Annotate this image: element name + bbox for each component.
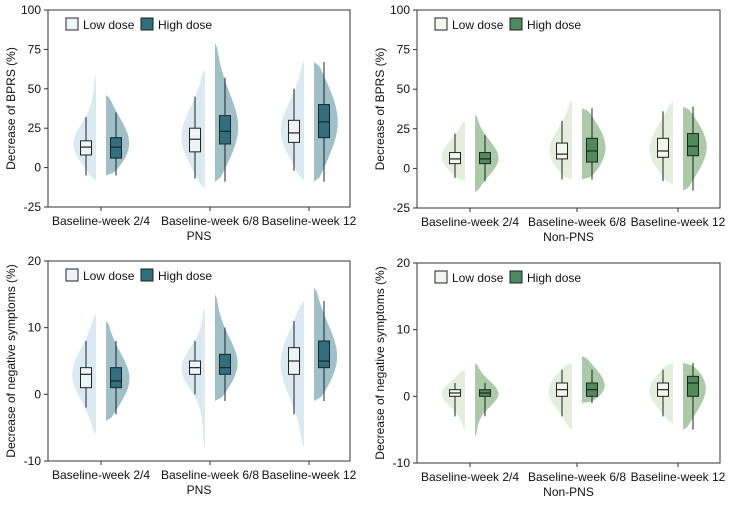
legend-swatch-high <box>140 17 154 31</box>
y-tick-label: 10 <box>28 321 42 335</box>
x-axis-title: PNS <box>187 229 212 243</box>
legend-swatch-low <box>434 270 448 284</box>
legend-swatch-high <box>140 268 154 282</box>
chart-panel-tr: -25 0 25 50 75 100 Decrease of BPRS (%) Baselin… <box>373 3 726 244</box>
violin <box>73 76 96 181</box>
y-tick-label: 0 <box>34 387 41 401</box>
x-category-label: Baseline-week 6/8 <box>528 215 626 229</box>
y-tick-label: 100 <box>21 3 41 17</box>
violin <box>441 120 465 182</box>
y-tick-label: 0 <box>403 161 410 175</box>
x-category-label: Baseline-week 6/8 <box>528 470 626 484</box>
y-tick-label: -10 <box>24 454 42 468</box>
y-axis-title: Decrease of negative symptoms (%) <box>4 264 18 457</box>
y-tick-label: 20 <box>397 256 411 270</box>
iqr-box <box>556 142 568 160</box>
iqr-box <box>189 127 201 153</box>
legend-label-low: Low dose <box>83 18 135 32</box>
y-tick-label: 75 <box>397 43 411 57</box>
chart-panel-bl: -10 0 10 20 Decrease of negative symptoms (%… <box>4 254 357 497</box>
iqr-box <box>687 375 699 397</box>
legend-label-high: High dose <box>158 18 212 32</box>
legend-swatch-high <box>509 270 523 284</box>
y-tick-label: 0 <box>403 389 410 403</box>
violin <box>441 369 465 430</box>
y-tick-label: 25 <box>28 121 42 135</box>
y-tick-label: 0 <box>34 161 41 175</box>
legend-swatch-high <box>509 17 523 31</box>
legend: Low dose High dose <box>434 270 581 285</box>
iqr-box <box>318 104 330 139</box>
iqr-box <box>479 152 491 165</box>
y-tick-label: 50 <box>28 82 42 96</box>
y-axis-title: Decrease of BPRS (%) <box>373 48 387 171</box>
x-category-label: Baseline-week 12 <box>631 470 726 484</box>
violin <box>215 294 238 401</box>
plot-frame <box>47 260 351 462</box>
violin <box>549 100 572 180</box>
y-tick-label: -25 <box>24 200 42 214</box>
y-axis-title: Decrease of BPRS (%) <box>4 47 18 170</box>
legend: Low dose High dose <box>65 17 212 32</box>
violin <box>215 43 239 182</box>
y-tick-label: 10 <box>397 323 411 337</box>
x-category-label: Baseline-week 2/4 <box>421 215 519 229</box>
y-tick-label: 25 <box>397 122 411 136</box>
x-category-label: Baseline-week 2/4 <box>421 470 519 484</box>
legend-swatch-low <box>65 268 79 282</box>
x-category-label: Baseline-week 2/4 <box>52 468 150 482</box>
iqr-box <box>110 367 122 389</box>
iqr-box <box>288 119 300 143</box>
x-category-label: Baseline-week 6/8 <box>161 214 259 228</box>
iqr-box <box>586 137 598 163</box>
y-tick-label: 100 <box>390 3 410 17</box>
iqr-box <box>80 367 92 389</box>
chart-panel-tl: -25 0 25 50 75 100 Decrease of BPRS (%) Baselin… <box>4 3 357 243</box>
legend-label-high: High dose <box>527 18 581 32</box>
iqr-box <box>110 137 122 159</box>
legend-label-high: High dose <box>527 271 581 285</box>
iqr-box <box>449 152 461 165</box>
y-tick-label: 50 <box>397 82 411 96</box>
chart-panel-br: -10 0 10 20 Decrease of negative symptoms (%… <box>373 256 726 499</box>
y-tick-label: 20 <box>28 254 42 268</box>
violin <box>106 95 130 176</box>
y-axis-title: Decrease of negative symptoms (%) <box>373 266 387 459</box>
legend-label-low: Low dose <box>83 269 135 283</box>
x-category-label: Baseline-week 2/4 <box>52 214 150 228</box>
legend-label-low: Low dose <box>452 271 504 285</box>
iqr-box <box>80 140 92 156</box>
y-tick-label: -10 <box>393 456 411 470</box>
iqr-box <box>318 340 330 369</box>
legend-swatch-low <box>65 17 79 31</box>
legend-label-high: High dose <box>158 269 212 283</box>
y-tick-label: -25 <box>393 201 411 215</box>
plot-frame <box>416 262 721 464</box>
violin <box>181 307 205 448</box>
iqr-box <box>657 137 669 158</box>
iqr-box <box>219 353 231 375</box>
iqr-box <box>219 115 231 145</box>
legend-swatch-low <box>434 17 448 31</box>
x-category-label: Baseline-week 12 <box>631 215 726 229</box>
x-axis-title: Non-PNS <box>543 230 594 244</box>
legend-label-low: Low dose <box>452 18 504 32</box>
plot-frame <box>47 9 351 208</box>
y-tick-label: 75 <box>28 42 42 56</box>
legend: Low dose High dose <box>65 268 212 283</box>
violin <box>475 363 499 437</box>
legend: Low dose High dose <box>434 17 581 32</box>
x-axis-title: PNS <box>187 483 212 497</box>
iqr-box <box>687 133 699 157</box>
x-category-label: Baseline-week 6/8 <box>161 468 259 482</box>
x-category-label: Baseline-week 12 <box>262 214 357 228</box>
plot-frame <box>416 9 721 209</box>
x-axis-title: Non-PNS <box>543 485 594 499</box>
x-category-label: Baseline-week 12 <box>262 468 357 482</box>
